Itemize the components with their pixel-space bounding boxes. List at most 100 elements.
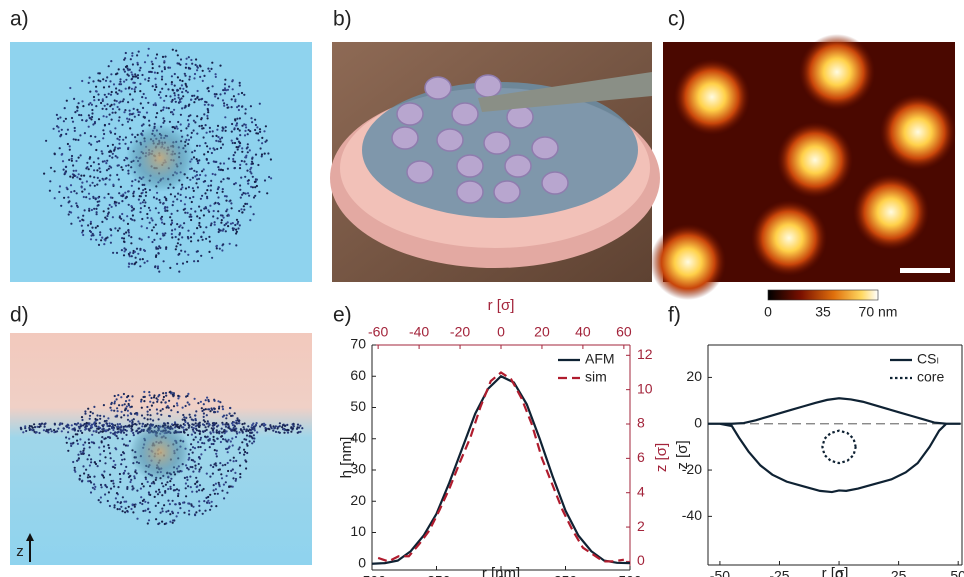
- dot: [131, 263, 133, 265]
- dot: [139, 265, 141, 267]
- dot: [109, 474, 111, 476]
- dot: [252, 186, 254, 188]
- dot: [220, 214, 222, 216]
- series-line: [708, 398, 961, 492]
- dot: [225, 200, 227, 202]
- dot: [218, 484, 220, 486]
- dot: [131, 78, 133, 80]
- dot: [200, 198, 202, 200]
- dot: [101, 486, 103, 488]
- dot: [203, 214, 205, 216]
- dot: [216, 245, 218, 247]
- dot: [118, 164, 120, 166]
- dot: [82, 215, 84, 217]
- dot: [123, 443, 125, 445]
- dot: [156, 192, 158, 194]
- dot: [181, 186, 183, 188]
- dot: [179, 224, 181, 226]
- dot: [104, 484, 106, 486]
- dot: [141, 125, 143, 127]
- dot: [220, 169, 222, 171]
- dot: [120, 186, 122, 188]
- dot: [165, 395, 167, 397]
- dot: [131, 55, 133, 57]
- dot: [203, 231, 205, 233]
- dot: [128, 506, 130, 508]
- dot: [118, 139, 120, 141]
- dot: [88, 126, 90, 128]
- y-tick-label: 0: [694, 414, 702, 430]
- dot: [190, 503, 192, 505]
- dot: [112, 424, 114, 426]
- dot: [141, 239, 143, 241]
- dot: [30, 428, 32, 430]
- dot: [130, 427, 132, 429]
- dot: [202, 430, 204, 432]
- dot: [70, 443, 72, 445]
- dot: [217, 188, 219, 190]
- dot: [144, 501, 146, 503]
- dot: [99, 171, 101, 173]
- dot: [132, 421, 134, 423]
- dot: [175, 248, 177, 250]
- dot: [74, 130, 76, 132]
- dot: [193, 430, 195, 432]
- dot: [66, 100, 68, 102]
- dot: [159, 238, 161, 240]
- dot: [180, 194, 182, 196]
- dot: [297, 424, 299, 426]
- y-tick-label: -40: [682, 507, 702, 523]
- dot: [78, 114, 80, 116]
- x2-tick-label: 0: [497, 324, 505, 340]
- dot: [208, 236, 210, 238]
- dot: [123, 68, 125, 70]
- dot: [92, 233, 94, 235]
- dot: [224, 116, 226, 118]
- dot: [77, 206, 79, 208]
- dot: [243, 209, 245, 211]
- dot: [139, 502, 141, 504]
- dot: [97, 225, 99, 227]
- dot: [213, 427, 215, 429]
- dot: [239, 117, 241, 119]
- dot: [194, 483, 196, 485]
- dot: [201, 170, 203, 172]
- particle: [507, 106, 533, 128]
- dot: [144, 205, 146, 207]
- dot: [236, 137, 238, 139]
- dot: [233, 457, 235, 459]
- dot: [237, 223, 239, 225]
- dot: [205, 426, 207, 428]
- dot: [196, 486, 198, 488]
- dot: [58, 130, 60, 132]
- dot: [124, 71, 126, 73]
- dot: [113, 103, 115, 105]
- dot: [258, 191, 260, 193]
- dot: [195, 511, 197, 513]
- dot: [125, 79, 127, 81]
- dot: [226, 423, 228, 425]
- dot: [189, 216, 191, 218]
- dot: [114, 227, 116, 229]
- dot: [121, 249, 123, 251]
- dot: [239, 446, 241, 448]
- dot: [69, 145, 71, 147]
- dot: [87, 408, 89, 410]
- panel-label: b): [333, 8, 352, 31]
- dot: [128, 118, 130, 120]
- dot: [191, 466, 193, 468]
- dot: [296, 428, 298, 430]
- dot: [143, 249, 145, 251]
- dot: [214, 93, 216, 95]
- dot: [151, 482, 153, 484]
- dot: [181, 227, 183, 229]
- dot: [255, 132, 257, 134]
- dot: [177, 493, 179, 495]
- dot: [155, 116, 157, 118]
- dot: [162, 510, 164, 512]
- dot: [81, 432, 83, 434]
- dot: [196, 69, 198, 71]
- dot: [81, 119, 83, 121]
- dot: [80, 451, 82, 453]
- dot: [301, 427, 303, 429]
